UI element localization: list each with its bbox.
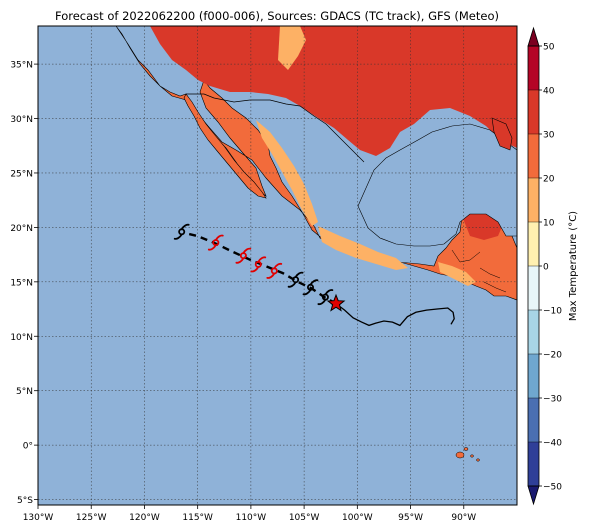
colorbar-level bbox=[528, 310, 539, 354]
hurricane-symbol bbox=[173, 223, 190, 240]
land-baja-california bbox=[183, 93, 267, 199]
hurricane-symbol bbox=[287, 271, 304, 288]
map-gridlines bbox=[38, 26, 517, 505]
colorbar-extend-high bbox=[527, 26, 540, 47]
lon-tick-label: 90°W bbox=[451, 513, 476, 523]
lat-tick-label: 10°N bbox=[10, 333, 33, 343]
lat-tick-label: 25°N bbox=[10, 169, 33, 179]
colorbar-level bbox=[528, 354, 539, 398]
colorbar-tick-label: −50 bbox=[543, 483, 562, 493]
galapagos-island bbox=[463, 447, 469, 451]
hurricane-symbol bbox=[302, 279, 319, 296]
map-frame bbox=[37, 25, 518, 506]
colorbar: 50 40 30 20 10 0 −10 −20 −30 −40 −50 bbox=[527, 26, 562, 506]
lon-tick-label: 120°W bbox=[129, 513, 160, 523]
colorbar-tick-label: 10 bbox=[543, 219, 555, 229]
colorbar-tick-label: −10 bbox=[543, 307, 562, 317]
colorbar-tick-label: −40 bbox=[543, 439, 562, 449]
lat-tick-label: 5°N bbox=[16, 387, 33, 397]
hurricane-symbol bbox=[266, 262, 283, 279]
land-florida bbox=[491, 117, 513, 151]
colorbar-tick-label: 50 bbox=[543, 43, 555, 53]
colorbar-level bbox=[528, 442, 539, 486]
colorbar-level bbox=[528, 222, 539, 266]
colorbar-tick-label: 30 bbox=[543, 131, 555, 141]
colorbar-level bbox=[528, 90, 539, 134]
lon-tick-label: 105°W bbox=[289, 513, 320, 523]
gulf-of-mexico bbox=[357, 123, 517, 247]
lon-tick-label: 95°W bbox=[398, 513, 423, 523]
past-track-line bbox=[335, 303, 455, 327]
lat-tick-label: 5°S bbox=[17, 496, 33, 506]
colorbar-label: Max Temperature (°C) bbox=[568, 211, 579, 321]
colorbar-tick-label: 0 bbox=[543, 263, 549, 273]
land-central-mexico-cool bbox=[318, 226, 408, 270]
border-usa-mexico bbox=[186, 93, 365, 163]
lat-tick-label: 15°N bbox=[10, 278, 33, 288]
hurricane-symbol bbox=[317, 289, 334, 306]
map-area bbox=[38, 26, 517, 505]
hurricane-symbol bbox=[235, 247, 252, 264]
colorbar-level bbox=[528, 398, 539, 442]
colorbar-level bbox=[528, 46, 539, 90]
hurricane-symbol bbox=[207, 234, 224, 251]
lon-tick-label: 110°W bbox=[236, 513, 267, 523]
lat-tick-label: 0° bbox=[23, 442, 33, 452]
border-central-america bbox=[451, 249, 507, 293]
land-central-america-cool bbox=[438, 262, 476, 286]
tc-track bbox=[173, 223, 455, 327]
lon-tick-label: 100°W bbox=[342, 513, 373, 523]
colorbar-tick-label: 40 bbox=[543, 87, 555, 97]
land-usa-hot bbox=[150, 26, 517, 156]
lon-tick-label: 125°W bbox=[76, 513, 107, 523]
lat-tick-label: 35°N bbox=[10, 61, 33, 71]
forecast-track-line bbox=[183, 231, 337, 305]
current-position-star bbox=[326, 293, 346, 312]
galapagos-island bbox=[470, 454, 474, 458]
lon-tick-label: 115°W bbox=[182, 513, 213, 523]
map-axes: 130°W 125°W 120°W 115°W 110°W 105°W 100°W 95°W 9… bbox=[10, 61, 476, 523]
colorbar-tick-label: −20 bbox=[543, 351, 562, 361]
hurricane-symbol bbox=[250, 256, 267, 273]
galapagos-island bbox=[476, 458, 480, 462]
colorbar-level bbox=[528, 134, 539, 178]
colorbar-tick-label: 20 bbox=[543, 175, 555, 185]
land-rockies-cool bbox=[278, 26, 306, 70]
colorbar-level bbox=[528, 178, 539, 222]
lon-tick-label: 130°W bbox=[23, 513, 54, 523]
lat-tick-label: 20°N bbox=[10, 224, 33, 234]
colorbar-tick-label: −30 bbox=[543, 395, 562, 405]
map-title: Forecast of 2022062200 (f000-006), Sourc… bbox=[55, 9, 499, 23]
lat-tick-label: 30°N bbox=[10, 115, 33, 125]
colorbar-level bbox=[528, 266, 539, 310]
galapagos-island bbox=[455, 451, 465, 459]
colorbar-extend-low bbox=[527, 485, 540, 506]
